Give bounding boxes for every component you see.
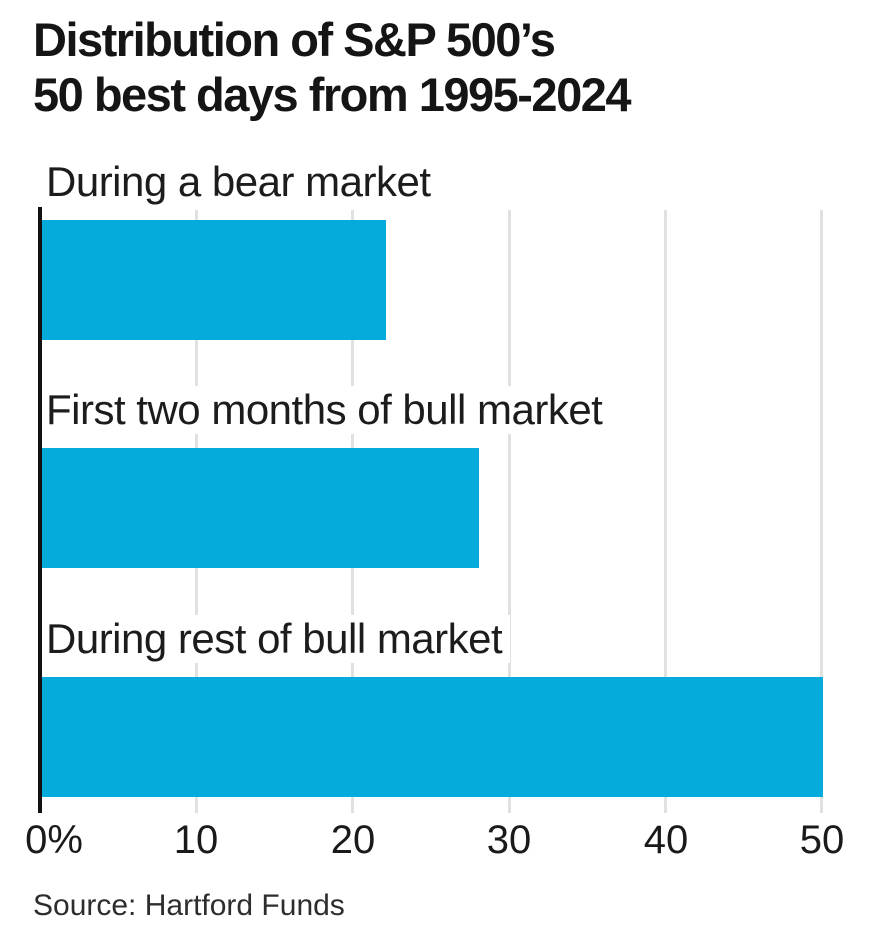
- x-axis-tick-20: 20: [330, 818, 376, 862]
- chart-title: Distribution of S&P 500’s 50 best days f…: [33, 12, 631, 122]
- gridline-30: [508, 210, 511, 813]
- x-axis-tick-50: 50: [799, 818, 845, 862]
- bar-label-rest-of-bull-market: During rest of bull market: [46, 615, 511, 663]
- x-axis-tick-0: 0%: [25, 818, 83, 862]
- bar-label-first-two-months: First two months of bull market: [46, 386, 611, 434]
- bar-bear-market: [42, 220, 386, 340]
- source-attribution: Source: Hartford Funds: [33, 889, 345, 922]
- x-axis-tick-40: 40: [643, 818, 689, 862]
- x-axis-tick-10: 10: [173, 818, 219, 862]
- chart-title-line-1: Distribution of S&P 500’s: [33, 13, 556, 66]
- gridline-50: [820, 210, 823, 813]
- bar-rest-of-bull-market: [42, 677, 823, 797]
- bar-label-bear-market: During a bear market: [46, 158, 439, 206]
- bar-first-two-months: [42, 448, 479, 568]
- gridline-40: [664, 210, 667, 813]
- chart-title-line-2: 50 best days from 1995-2024: [33, 68, 631, 121]
- x-axis-tick-30: 30: [486, 818, 532, 862]
- y-axis-baseline: [38, 207, 42, 813]
